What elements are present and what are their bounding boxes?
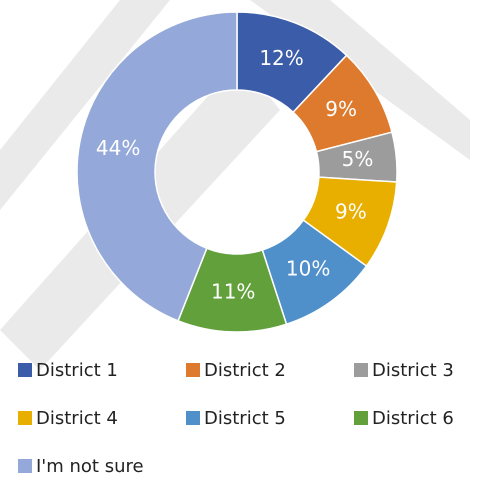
donut-slice [76, 11, 238, 322]
data-label: 10% [286, 256, 330, 280]
legend-label: District 6 [372, 408, 454, 429]
data-label: 11% [211, 279, 255, 303]
legend-swatch [18, 459, 32, 473]
data-label: 44% [96, 136, 140, 160]
legend-swatch [18, 363, 32, 377]
legend-label: District 5 [204, 408, 286, 429]
legend-swatch [186, 363, 200, 377]
legend-label: District 2 [204, 360, 286, 381]
data-label: 12% [259, 46, 303, 70]
legend-swatch [354, 411, 368, 425]
legend-swatch [354, 363, 368, 377]
legend-label: District 4 [36, 408, 118, 429]
legend-swatch [186, 411, 200, 425]
data-label: 9% [325, 97, 357, 121]
legend-label: District 1 [36, 360, 118, 381]
legend-label: I'm not sure [36, 456, 144, 477]
data-label: 5% [342, 147, 374, 171]
data-label: 9% [335, 199, 367, 223]
legend-swatch [18, 411, 32, 425]
legend-label: District 3 [372, 360, 454, 381]
